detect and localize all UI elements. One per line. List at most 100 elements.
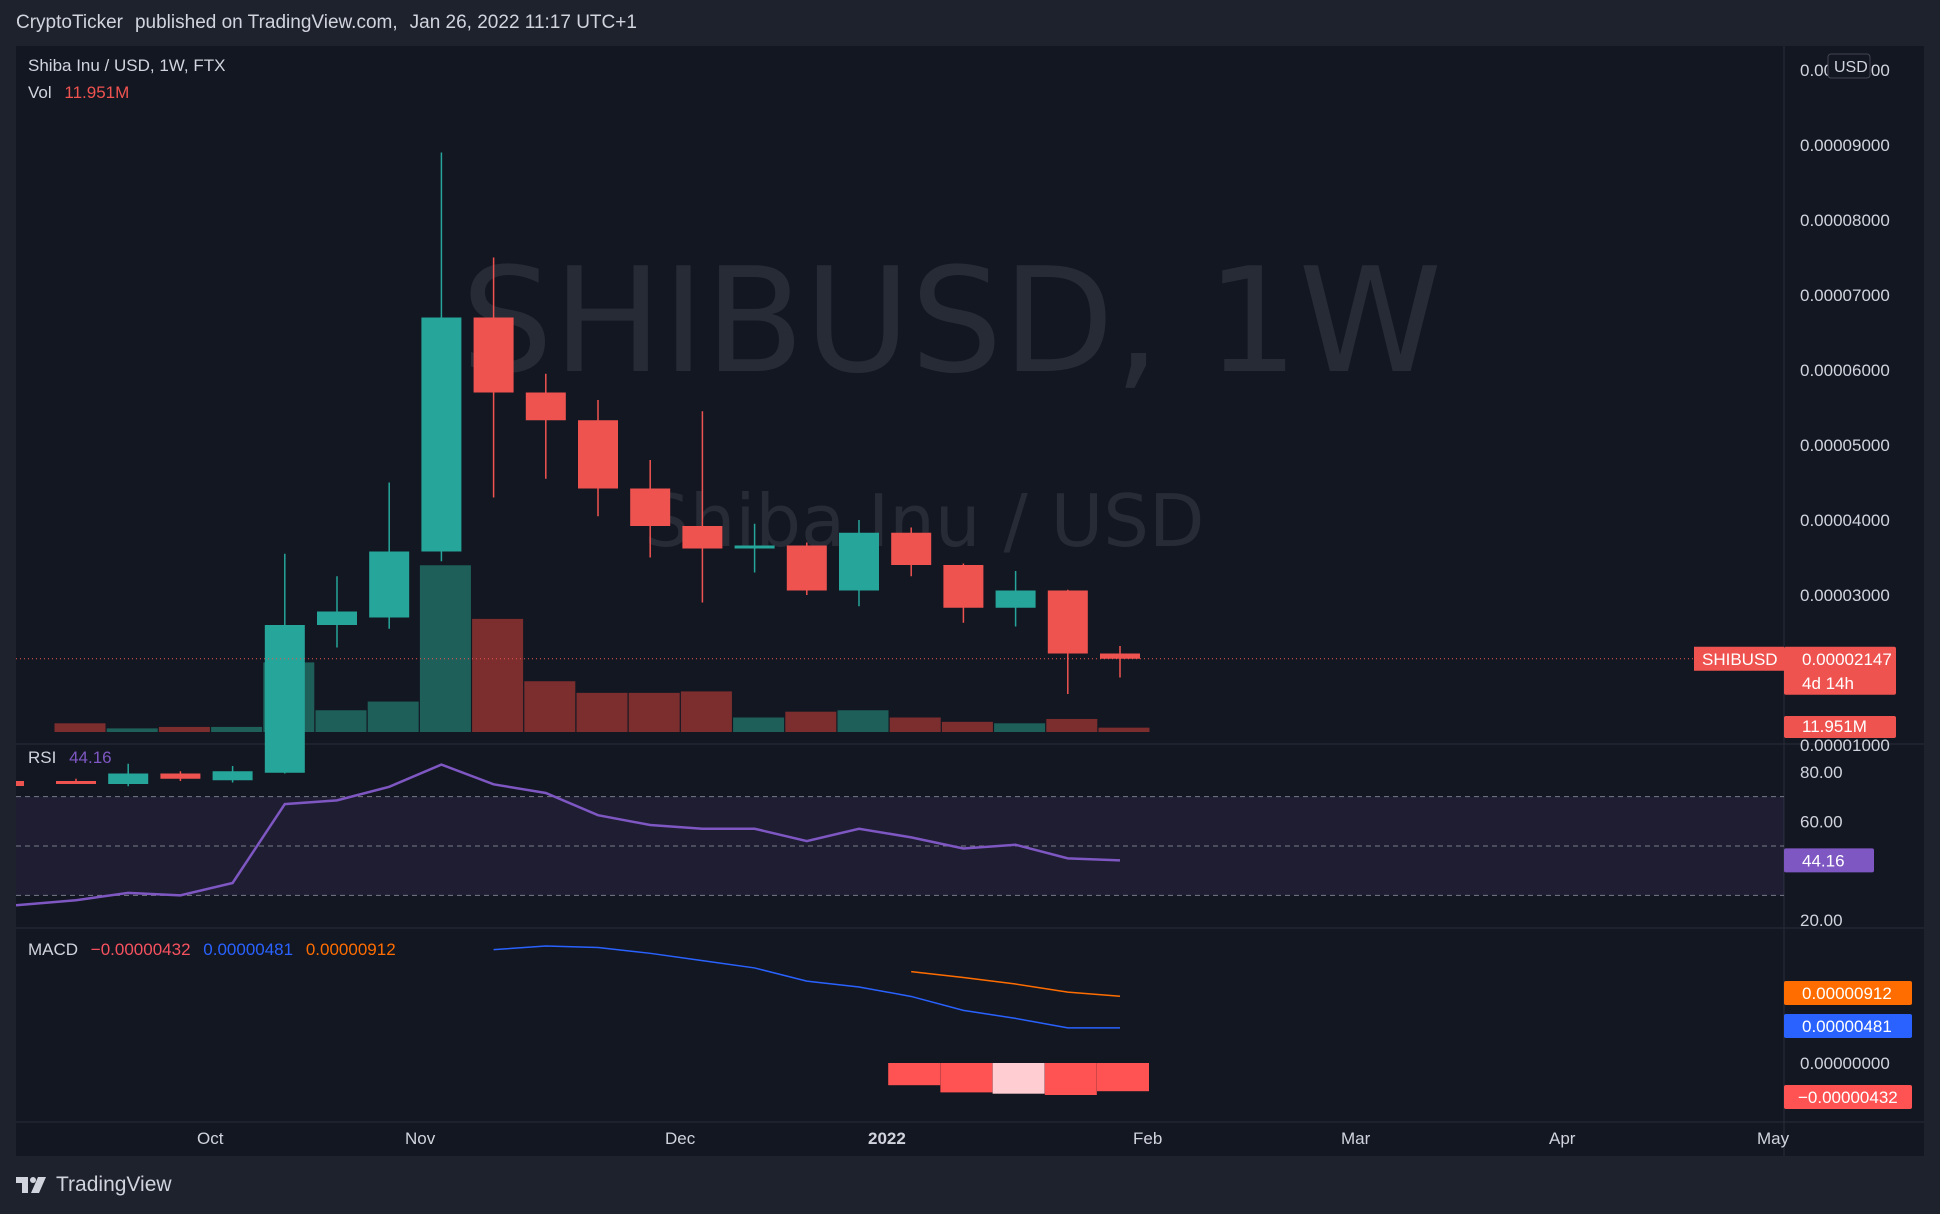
volume-bar: [211, 726, 263, 732]
macd-histogram-bar: [1097, 1063, 1149, 1092]
macd-badge-value: 0.00000481: [1802, 1017, 1892, 1036]
macd-hist-badge-value: −0.00000432: [1798, 1088, 1898, 1107]
published-on-text: published on TradingView.com,: [134, 12, 398, 33]
time-tick-label: Feb: [1133, 1129, 1162, 1148]
candle-body: [786, 545, 827, 591]
currency-label: USD: [1834, 59, 1868, 76]
macd-histogram-bar: [940, 1063, 993, 1093]
symbol-badge-label: SHIBUSD: [1702, 650, 1778, 669]
symbol-legend[interactable]: Shiba Inu / USD, 1W, FTX: [28, 56, 233, 76]
candle-body: [943, 565, 984, 608]
rsi-label: RSI: [28, 748, 57, 767]
volume-legend[interactable]: Vol 11.951M: [28, 83, 137, 103]
volume-bar: [994, 723, 1046, 732]
macd-legend[interactable]: MACD −0.00000432 0.00000481 0.00000912: [28, 940, 404, 960]
macd-tick-label: 0.00000000: [1800, 1054, 1890, 1073]
price-tick-label: 0.00008000: [1800, 211, 1890, 230]
price-tick-label: 0.00009000: [1800, 136, 1890, 155]
candle-body: [473, 317, 514, 393]
currency-button: [1827, 53, 1871, 79]
time-tick-label: Nov: [405, 1129, 436, 1148]
candle-body: [317, 611, 357, 625]
volume-bar: [367, 701, 419, 732]
candle-body: [421, 317, 462, 552]
candle-body: [56, 781, 96, 784]
vol-value: 11.951M: [64, 83, 130, 102]
rsi-line: [16, 763, 1121, 907]
macd-signal-badge: [1784, 981, 1912, 1005]
macd-signal-badge-value: 0.00000912: [1802, 984, 1892, 1003]
rsi-tick-label: 80.00: [1800, 763, 1843, 782]
rsi-badge-value: 44.16: [1802, 851, 1845, 870]
volume-bar: [785, 711, 837, 732]
volume-bar: [889, 717, 941, 732]
price-badge-countdown: 4d 14h: [1802, 674, 1854, 693]
footer-bar: TradingView: [0, 1156, 1940, 1214]
price-tick-label: 0.00004000: [1800, 511, 1890, 530]
candle-body: [369, 551, 410, 618]
time-tick-label: 2022: [868, 1129, 906, 1148]
candle-body: [682, 526, 723, 549]
macd-value: 0.00000481: [203, 940, 294, 959]
candle-body: [734, 545, 775, 549]
publisher-name[interactable]: CryptoTicker: [16, 12, 123, 33]
rsi-value: 44.16: [69, 748, 112, 767]
price-tick-label: 0.00001000: [1800, 736, 1890, 755]
volume-bar: [54, 723, 106, 732]
volume-bar: [524, 681, 576, 732]
candle-body: [839, 532, 879, 591]
volume-bar: [576, 692, 628, 732]
tradingview-logo[interactable]: TradingView: [16, 1173, 172, 1197]
signal-line: [911, 970, 1121, 998]
volume-badge: [1784, 716, 1896, 738]
rsi-tick-label: 20.00: [1800, 911, 1843, 930]
vol-label: Vol: [28, 83, 52, 102]
price-tick-label: 0.00005000: [1800, 436, 1890, 455]
price-tick-label: 0.00007000: [1800, 286, 1890, 305]
symbol-line: Shiba Inu / USD, 1W, FTX: [28, 56, 226, 75]
watermark-main: SHIBUSD, 1W: [461, 237, 1442, 406]
time-tick-label: Dec: [665, 1129, 696, 1148]
volume-bar: [106, 728, 158, 732]
candle-body: [1100, 653, 1140, 659]
volume-bar: [733, 717, 785, 732]
price-badge-value: 0.00002147: [1802, 650, 1892, 669]
candle-body: [160, 773, 201, 779]
price-tick-label: 0.00006000: [1800, 361, 1890, 380]
time-tick-label: Mar: [1341, 1129, 1371, 1148]
volume-bar: [419, 565, 471, 732]
volume-bar: [1098, 727, 1150, 732]
macd-histogram-bar: [888, 1063, 941, 1086]
volume-bar: [1046, 718, 1098, 732]
symbol-badge: [1694, 646, 1784, 671]
price-tick-label: 0.00003000: [1800, 586, 1890, 605]
macd-histogram-bar: [1044, 1063, 1097, 1095]
rsi-badge: [1784, 848, 1874, 873]
candle-body-partial: [16, 781, 24, 786]
candle-body: [264, 625, 305, 773]
macd-signal-value: 0.00000912: [305, 940, 396, 959]
candle-body: [578, 420, 618, 489]
candle-body: [1047, 590, 1088, 654]
time-tick-label: May: [1757, 1129, 1790, 1148]
volume-bar: [680, 691, 732, 732]
tradingview-brand: TradingView: [56, 1173, 172, 1196]
time-tick-label: Apr: [1549, 1129, 1576, 1148]
rsi-legend[interactable]: RSI 44.16: [28, 748, 120, 768]
publish-info-bar: CryptoTicker published on TradingView.co…: [0, 0, 1940, 46]
macd-histogram-bar: [992, 1063, 1045, 1094]
candle-body: [525, 392, 566, 421]
publish-date: Jan 26, 2022 11:17 UTC+1: [409, 12, 637, 33]
macd-badge: [1784, 1014, 1912, 1038]
volume-bar: [158, 726, 210, 732]
price-badge: [1784, 646, 1896, 695]
tradingview-logo-icon: [16, 1177, 46, 1193]
candle-body: [995, 590, 1036, 608]
candle-body: [212, 771, 253, 781]
volume-bar: [837, 710, 889, 732]
rsi-tick-label: 60.00: [1800, 812, 1843, 831]
volume-bar: [941, 721, 993, 732]
macd-label: MACD: [28, 940, 79, 959]
